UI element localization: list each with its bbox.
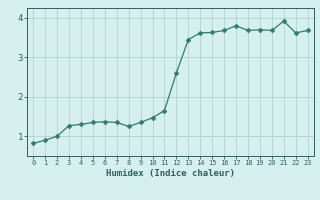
X-axis label: Humidex (Indice chaleur): Humidex (Indice chaleur) [106, 169, 235, 178]
